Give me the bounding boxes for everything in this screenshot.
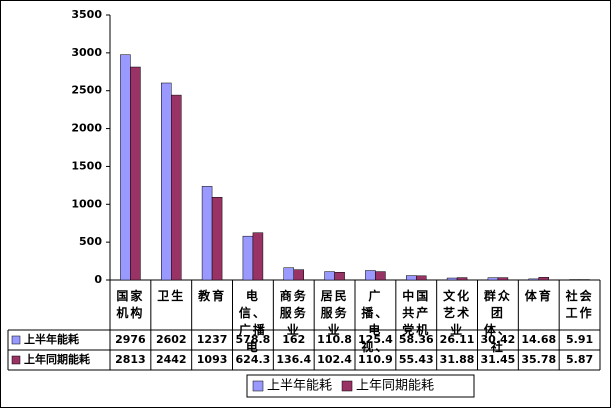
bar — [538, 277, 549, 281]
row-header: 上年同期能耗 — [24, 352, 90, 366]
legend-label: 上半年能耗 — [267, 379, 332, 394]
bar — [497, 277, 509, 281]
y-tick-label: 3500 — [71, 8, 102, 21]
table-value: 1237 — [197, 333, 228, 346]
bar — [487, 277, 499, 281]
table-value: 2442 — [156, 353, 187, 366]
bar — [416, 275, 427, 281]
category-label: 中国共产党机 — [402, 289, 431, 337]
bar — [334, 271, 345, 281]
category-label: 电信、广播电 — [238, 289, 267, 354]
table-value: 102.4 — [317, 353, 352, 366]
bar — [201, 186, 213, 281]
category-label: 居民服务业 — [320, 289, 349, 337]
y-tick-label: 0 — [94, 273, 102, 286]
table-value: 578.8 — [236, 333, 271, 346]
table-value: 1093 — [197, 353, 228, 366]
y-tick-label: 1000 — [71, 197, 102, 210]
legend-key — [252, 380, 264, 392]
table-value: 162 — [282, 333, 305, 346]
table-value: 31.45 — [481, 353, 516, 366]
bar — [365, 270, 376, 281]
bar — [161, 82, 172, 281]
table-value: 624.3 — [236, 353, 271, 366]
legend-label: 上年同期能耗 — [356, 379, 434, 394]
y-tick-label: 2000 — [71, 122, 102, 135]
table-value: 35.78 — [521, 353, 556, 366]
category-label: 国家机构 — [116, 289, 145, 320]
table-value: 5.91 — [566, 333, 593, 346]
y-tick-label: 3000 — [71, 46, 102, 59]
legend-key — [341, 380, 353, 392]
category-label: 广播、电视、 — [361, 289, 390, 354]
bar — [283, 267, 294, 281]
bar — [528, 278, 539, 281]
table-value: 31.88 — [440, 353, 475, 366]
category-label: 卫生 — [157, 289, 186, 303]
bar — [120, 54, 131, 281]
y-tick-label: 500 — [79, 235, 102, 248]
bar — [130, 66, 141, 281]
row-header: 上半年能耗 — [24, 332, 79, 346]
bar — [211, 196, 223, 281]
bar — [293, 269, 304, 281]
table-value: 55.43 — [399, 353, 434, 366]
table-value: 2602 — [156, 333, 187, 346]
bar — [324, 271, 335, 281]
table-value: 110.9 — [358, 353, 393, 366]
table-value: 58.36 — [399, 333, 434, 346]
table-value: 14.68 — [521, 333, 556, 346]
bar — [171, 94, 182, 281]
table-value: 136.4 — [276, 353, 311, 366]
bar — [406, 275, 417, 281]
bar — [446, 277, 458, 281]
table-value: 110.8 — [317, 333, 352, 346]
legend-key — [11, 355, 21, 365]
y-tick-label: 1500 — [71, 159, 102, 172]
legend-box — [246, 374, 475, 398]
table-value: 2976 — [115, 333, 146, 346]
table-value: 30.42 — [481, 333, 516, 346]
legend-key — [11, 335, 21, 345]
table-value: 5.87 — [566, 353, 593, 366]
table-value: 2813 — [115, 353, 146, 366]
category-label: 社会工作 — [565, 289, 594, 320]
bar — [375, 271, 386, 281]
table-value: 26.11 — [440, 333, 475, 346]
category-label: 群众团体、社 — [483, 289, 512, 354]
category-label: 文化艺术业 — [443, 289, 472, 337]
category-label: 商务服务业 — [279, 289, 308, 337]
category-label: 教育 — [198, 289, 227, 303]
category-label: 体育 — [524, 289, 553, 303]
y-tick-label: 2500 — [71, 84, 102, 97]
bar — [242, 235, 254, 281]
bar — [252, 232, 264, 281]
bar — [456, 277, 468, 281]
table-value: 125.4 — [358, 333, 393, 346]
